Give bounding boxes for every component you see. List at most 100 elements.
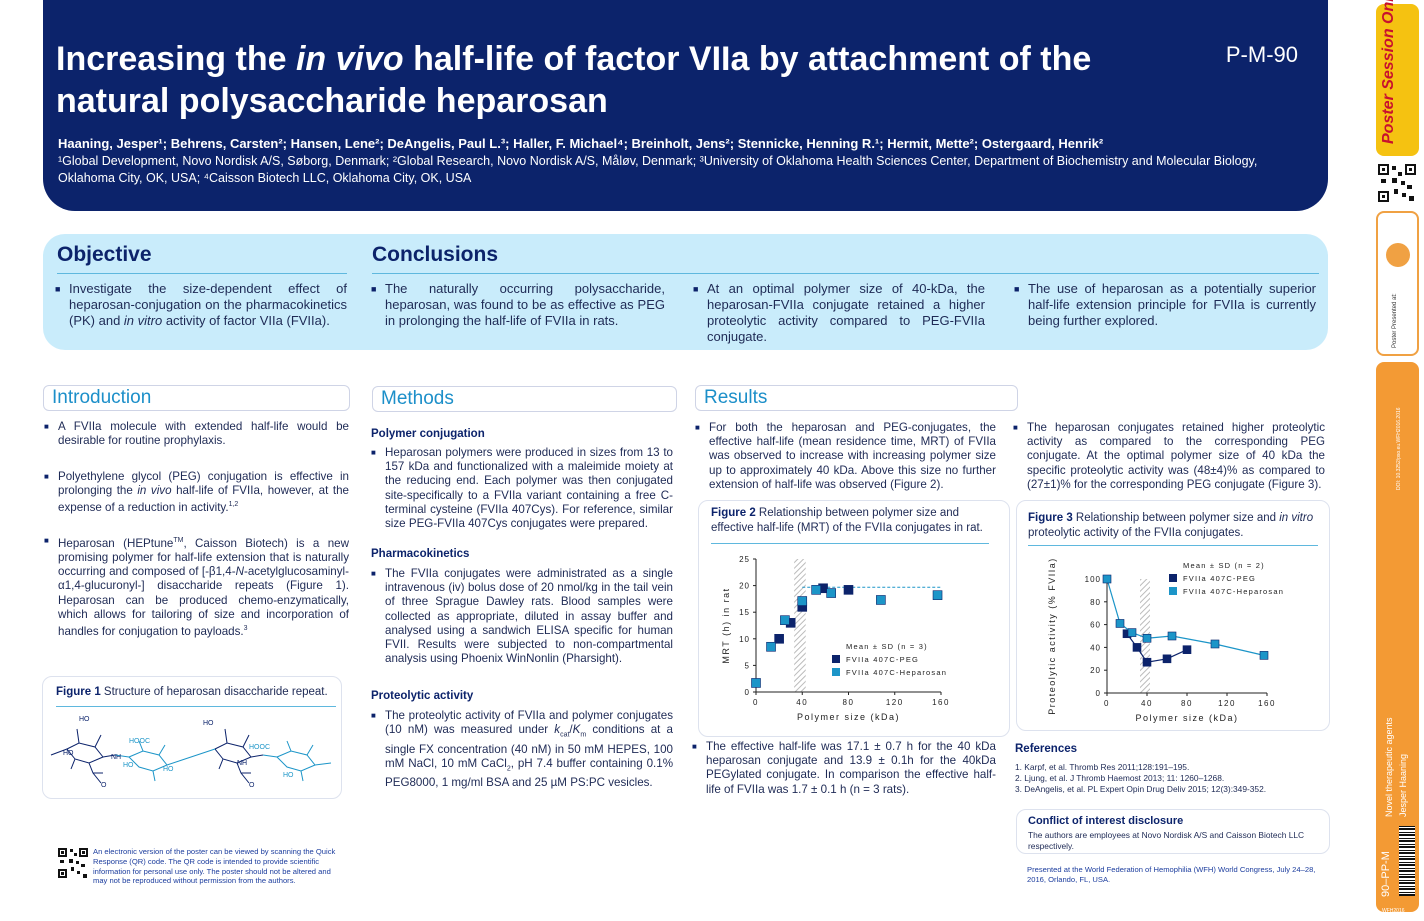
y-tick-label: 15: [739, 608, 750, 617]
results-heading: Results: [695, 385, 1018, 411]
y-tick-label: 0: [1096, 689, 1101, 698]
footer-code: WFH2016: [1382, 908, 1405, 914]
x-tick-label: 40: [1141, 699, 1153, 708]
poster-code: 90–PP-M: [1380, 851, 1392, 897]
figure1-rule: [56, 706, 336, 707]
objective-rule: [57, 273, 347, 274]
intro-paragraph: ■ Polyethylene glycol (PEG) conjugation i…: [44, 470, 349, 515]
structure-label: HO: [283, 772, 294, 779]
y-tick-label: 20: [1090, 666, 1101, 675]
conclusion-item: ■ At an optimal polymer size of 40-kDa, t…: [693, 281, 985, 344]
bullet-icon: ■: [693, 284, 699, 294]
legend-label: FVIIa 407C-Heparosan: [1183, 587, 1284, 596]
structure-label: HO: [123, 762, 134, 769]
x-axis-label: Polymer size (kDa): [797, 712, 900, 722]
conflict-box: Conflict of interest disclosure The auth…: [1016, 809, 1330, 854]
x-tick-label: 0: [753, 698, 759, 707]
bullet-icon: ■: [1014, 284, 1020, 294]
bullet-icon: ■: [44, 472, 49, 481]
y-axis-label: Proteolytic activity (% FVIIa): [1047, 557, 1057, 715]
methods-subheading: Polymer conjugation: [371, 428, 485, 440]
data-point: [1102, 574, 1112, 584]
reference-item: 3. DeAngelis, et al. PL Expert Opin Drug…: [1015, 784, 1267, 794]
x-tick-label: 120: [1218, 699, 1236, 708]
logo-text: Poster Session Online: [1380, 0, 1397, 144]
sidebar-qr-icon[interactable]: [1377, 163, 1417, 203]
y-tick-label: 10: [739, 635, 750, 644]
mrt-chart: 0 5 10 15 20 25 0 40 80 120 160 Polymer size (kDa) M…: [721, 555, 950, 722]
y-axis-label: MRT (h) in rat: [721, 587, 731, 663]
figure2-rule: [711, 543, 989, 544]
bullet-icon: ■: [44, 422, 49, 431]
bullet-icon: ■: [371, 711, 376, 720]
poster-id: P-M-90: [1225, 42, 1298, 67]
affiliations: ¹Global Development, Novo Nordisk A/S, S…: [58, 154, 1258, 185]
qr-code-icon[interactable]: [57, 847, 89, 879]
data-point: [780, 615, 790, 625]
bullet-icon: ■: [44, 536, 49, 545]
references-list: 1. Karpf, et al. Thromb Res 2011;128:191…: [1015, 762, 1325, 795]
poster-session-online-logo[interactable]: Poster Session Online: [1376, 0, 1419, 156]
topic-label: Novel therapeutic agents: [1384, 717, 1394, 817]
legend-title: Mean ± SD (n = 2): [1183, 561, 1265, 570]
structure-label: O: [249, 782, 255, 789]
header-banner: Increasing the in vivo half-life of fact…: [43, 0, 1328, 211]
y-tick-label: 20: [739, 582, 750, 591]
x-tick-label: 120: [886, 698, 904, 707]
bullet-icon: ■: [692, 742, 697, 751]
x-tick-label: 0: [1104, 699, 1110, 708]
results-paragraph: ■ The effective half-life was 17.1 ± 0.7 …: [692, 740, 996, 796]
x-tick-label: 160: [932, 698, 950, 707]
structure-label: HO: [163, 766, 174, 773]
intro-paragraph: ■ A FVIIa molecule with extended half-lif…: [44, 420, 349, 448]
figure3-rule: [1028, 545, 1318, 546]
introduction-heading: Introduction: [43, 385, 350, 411]
data-point: [1115, 619, 1125, 628]
y-tick-label: 25: [739, 555, 750, 564]
data-point: [1210, 639, 1220, 649]
figure2-caption: Figure 2 Relationship between polymer si…: [711, 507, 983, 534]
structure-label: HOOC: [129, 738, 150, 745]
qr-note: An electronic version of the poster can …: [93, 847, 336, 886]
barcode-icon: [1399, 826, 1415, 896]
legend-swatch: [1169, 587, 1177, 595]
poster-title: Increasing the in vivo half-life of fact…: [56, 40, 1092, 120]
data-point: [1182, 645, 1192, 654]
reference-item: 1. Karpf, et al. Thromb Res 2011;128:191…: [1015, 762, 1190, 772]
structure-label: HO: [63, 750, 74, 757]
conclusions-heading: Conclusions: [372, 243, 499, 266]
presenter-label: Jesper Haaning: [1398, 753, 1408, 817]
data-point: [1127, 628, 1137, 637]
wfh-logo-icon: [1386, 243, 1410, 267]
figure1-box: Figure 1 Structure of heparosan disaccha…: [42, 676, 342, 799]
y-tick-label: 40: [1090, 643, 1101, 652]
figure3-box: Figure 3 Relationship between polymer si…: [1016, 500, 1330, 731]
bullet-icon: ■: [55, 284, 61, 294]
x-axis-label: Polymer size (kDa): [1135, 713, 1238, 723]
data-point: [751, 678, 761, 688]
data-point: [1167, 631, 1177, 641]
bullet-icon: ■: [371, 448, 376, 457]
bullet-icon: ■: [371, 284, 377, 294]
references-heading: References: [1015, 743, 1078, 755]
legend-swatch: [832, 668, 840, 676]
y-tick-label: 0: [745, 688, 750, 697]
legend-swatch: [832, 655, 840, 663]
conflict-text: The authors are employees at Novo Nordis…: [1028, 830, 1305, 851]
data-point: [1142, 633, 1152, 643]
bullet-icon: ■: [371, 569, 376, 578]
figure2-box: Figure 2 Relationship between polymer si…: [698, 500, 1010, 737]
y-tick-label: 60: [1090, 621, 1101, 630]
presented-note: Presented at the World Federation of Hem…: [1027, 865, 1316, 884]
methods-paragraph: ■ Heparosan polymers were produced in siz…: [371, 446, 673, 531]
figure1-caption: Figure 1 Structure of heparosan disaccha…: [56, 686, 328, 698]
conclusion-item: ■ The use of heparosan as a potentially s…: [1014, 281, 1316, 328]
objective-text: ■ Investigate the size-dependent effect o…: [55, 281, 347, 328]
data-point: [1132, 643, 1142, 652]
legend-swatch: [1169, 574, 1177, 582]
data-point: [1162, 654, 1172, 664]
presented-at-badge: Poster Presented at:: [1376, 211, 1419, 356]
data-point: [826, 588, 836, 598]
doi-label: DOI: 10.3252/pso.eu.WFH2016.2016: [1396, 407, 1402, 490]
x-tick-label: 160: [1258, 699, 1276, 708]
